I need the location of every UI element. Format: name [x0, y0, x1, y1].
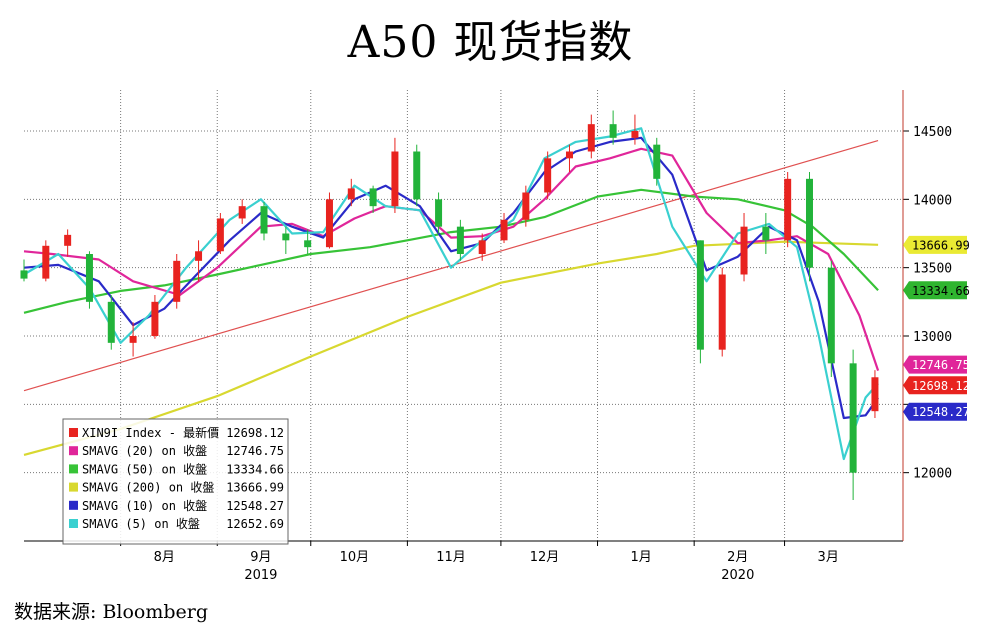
y-tick-label: 14500: [913, 125, 952, 140]
candle-body: [871, 377, 879, 412]
legend-value: 12652.69: [226, 517, 284, 531]
candle-body: [173, 260, 181, 302]
value-tag-label: 12698.12: [912, 379, 970, 393]
candle-body: [587, 124, 595, 152]
candle-body: [522, 192, 530, 220]
series-line: [23, 147, 880, 371]
legend-swatch: [69, 519, 78, 528]
candle-body: [20, 270, 28, 279]
candle-body: [762, 226, 770, 241]
candle-body: [740, 226, 748, 275]
x-tick-label: 3月: [818, 550, 839, 565]
source-note: 数据来源: Bloomberg: [14, 601, 209, 623]
candle-body: [696, 240, 704, 350]
chart-title: A50 现货指数: [347, 17, 634, 68]
value-tag-label: 13666.99: [912, 238, 970, 252]
legend-swatch: [69, 428, 78, 437]
right-value-tags: 13666.99 13334.66 12746.75 12698.12 12548.27: [903, 235, 970, 421]
candle-body: [369, 188, 377, 207]
candle-layer: [20, 110, 879, 500]
legend-swatch: [69, 446, 78, 456]
legend-swatch: [69, 464, 78, 474]
legend-label: SMAVG (200) on 收盤: [82, 481, 214, 495]
candle-body: [85, 254, 93, 302]
value-tag: [903, 402, 967, 421]
legend-box: [62, 418, 289, 545]
x-tick-label: 11月: [436, 550, 466, 565]
candle-body: [609, 124, 617, 138]
x-tick-label: 2月: [727, 550, 748, 565]
legend-value: 12746.75: [226, 444, 284, 458]
candle-body: [391, 151, 399, 207]
x-tick-label: 9月: [250, 550, 271, 565]
legend-label: XIN9I Index - 最新價: [82, 425, 219, 440]
legend-swatch: [69, 482, 78, 492]
candle-body: [478, 240, 486, 254]
y-tick-label: 12000: [913, 467, 952, 482]
candle-body: [653, 144, 661, 179]
candle-body: [784, 178, 792, 241]
candle-body: [544, 158, 552, 193]
y-tick-label: 13000: [913, 330, 952, 345]
value-tag: [903, 281, 967, 300]
candle-body: [565, 151, 573, 159]
y-tick-label: 13500: [913, 262, 952, 277]
year-label: 2019: [244, 568, 277, 583]
legend-value: 12548.27: [226, 499, 284, 513]
candle-body: [413, 151, 421, 200]
candle-body: [129, 336, 137, 343]
series-line: [23, 240, 879, 456]
legend-swatch: [69, 500, 78, 510]
candle-body: [42, 245, 50, 279]
value-tag: [903, 355, 967, 374]
candle-body: [827, 267, 835, 364]
x-tick-label: 10月: [340, 550, 370, 565]
series-layer: [23, 127, 880, 461]
candle-body: [216, 218, 224, 252]
x-tick-label: 8月: [154, 550, 175, 565]
candle-body: [151, 301, 159, 336]
candle-body: [304, 240, 312, 248]
candle-body: [849, 363, 857, 473]
legend-label: SMAVG (5) on 收盤: [82, 517, 200, 531]
candle-body: [631, 131, 639, 138]
candle-body: [64, 234, 72, 246]
y-tick-label: 14000: [913, 193, 952, 208]
legend-value: 12698.12: [226, 426, 284, 440]
candle-body: [805, 178, 813, 268]
x-tick-label: 12月: [530, 550, 560, 565]
candle-body: [718, 274, 726, 350]
x-tick-label: 1月: [631, 550, 652, 565]
candle-body: [107, 301, 115, 343]
year-label: 2020: [721, 568, 754, 583]
legend-label: SMAVG (50) on 收盤: [82, 462, 207, 476]
legend-value: 13666.99: [226, 481, 284, 495]
legend-label: SMAVG (20) on 收盤: [82, 444, 207, 458]
value-tag: [903, 376, 967, 395]
legend-label: SMAVG (10) on 收盤: [82, 499, 207, 513]
candle-body: [456, 226, 464, 254]
value-tag: [903, 235, 967, 254]
candle-body: [347, 188, 355, 200]
candle-body: [325, 199, 333, 248]
candle-body: [500, 219, 508, 241]
candle-body: [195, 251, 203, 261]
grid-layer: [24, 90, 903, 541]
legend: XIN9I Index - 最新價 12698.12 SMAVG (20) on 收…: [62, 418, 289, 545]
candle-body: [435, 199, 443, 227]
value-tag-label: 12746.75: [912, 358, 970, 372]
candle-body: [282, 233, 290, 241]
candle-body: [238, 206, 246, 219]
candle-body: [260, 206, 268, 234]
series-line: [23, 136, 879, 420]
value-tag-label: 12548.27: [912, 405, 970, 419]
legend-value: 13334.66: [226, 462, 284, 476]
value-tag-label: 13334.66: [912, 284, 970, 298]
